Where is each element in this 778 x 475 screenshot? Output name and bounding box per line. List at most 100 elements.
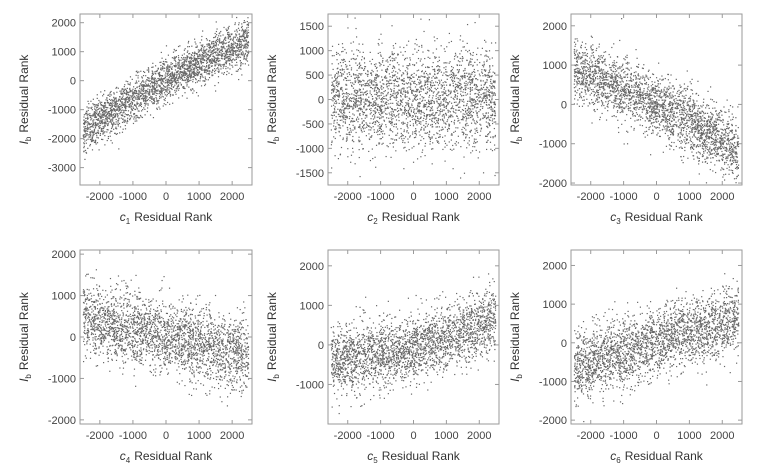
data-point (201, 67, 203, 69)
data-point (160, 88, 162, 90)
data-point (243, 34, 245, 36)
data-point (470, 152, 472, 154)
data-point (481, 97, 483, 99)
data-point (448, 41, 450, 44)
data-point (137, 96, 140, 98)
data-point (235, 29, 238, 31)
data-point (247, 43, 249, 45)
data-point (476, 129, 478, 131)
data-point (341, 86, 343, 89)
data-point (385, 155, 387, 158)
data-point (427, 78, 430, 80)
data-point (214, 62, 216, 64)
data-point (206, 39, 208, 41)
data-point (196, 46, 198, 48)
data-point (109, 121, 111, 123)
data-point (464, 111, 467, 113)
data-point (197, 54, 199, 56)
data-point (492, 86, 494, 88)
data-point (422, 149, 424, 151)
data-point (160, 87, 162, 89)
data-point (400, 90, 402, 93)
data-point (212, 52, 214, 55)
data-point (222, 64, 225, 66)
data-point (238, 46, 241, 48)
data-point (201, 54, 203, 56)
data-point (110, 99, 112, 102)
data-point (484, 95, 486, 97)
data-point (379, 107, 381, 109)
data-point (464, 124, 467, 126)
data-point (222, 46, 224, 48)
data-point (371, 98, 374, 100)
data-point (216, 58, 218, 60)
data-point (402, 123, 404, 125)
data-point (116, 114, 119, 116)
data-point (351, 50, 353, 52)
data-point (177, 62, 179, 64)
data-point (431, 136, 433, 138)
data-point (241, 44, 243, 46)
data-point (105, 99, 107, 101)
data-point (458, 98, 461, 100)
data-point (226, 29, 229, 31)
data-point (121, 98, 123, 100)
data-point (494, 87, 496, 89)
data-point (159, 85, 161, 87)
data-point (247, 29, 249, 31)
data-point (186, 60, 188, 62)
data-point (184, 67, 186, 70)
data-point (453, 98, 455, 101)
data-point (467, 106, 470, 108)
data-point (332, 83, 334, 85)
data-point (216, 68, 218, 70)
data-point (126, 101, 129, 104)
data-point (437, 87, 439, 89)
data-point (462, 91, 464, 93)
data-point (133, 113, 135, 116)
data-point (350, 84, 353, 86)
data-point (111, 109, 113, 112)
data-point (86, 111, 88, 113)
data-point (187, 76, 189, 79)
data-point (491, 75, 493, 77)
data-point (468, 140, 470, 142)
data-point (416, 84, 418, 86)
data-point (490, 108, 492, 111)
data-point (355, 95, 358, 98)
data-point (158, 78, 161, 81)
data-point (388, 121, 390, 123)
data-point (89, 126, 91, 128)
data-point (189, 56, 191, 58)
data-point (169, 75, 171, 77)
data-point (486, 59, 488, 61)
data-point (170, 82, 173, 84)
data-point (99, 126, 101, 129)
data-point (153, 99, 155, 101)
data-point (372, 110, 374, 112)
data-point (242, 39, 244, 41)
data-point (198, 67, 201, 69)
data-point (125, 96, 127, 99)
data-point (441, 91, 443, 93)
data-point (109, 110, 111, 113)
data-point (213, 60, 215, 62)
data-point (206, 73, 208, 75)
data-point (86, 106, 88, 108)
data-point (385, 98, 388, 100)
data-point (189, 52, 191, 55)
data-point (335, 79, 337, 81)
data-point (417, 110, 420, 112)
data-point (464, 75, 466, 77)
data-point (227, 32, 229, 34)
data-point (199, 53, 201, 56)
data-point (84, 121, 86, 123)
data-point (443, 48, 445, 50)
data-point (482, 75, 484, 77)
data-point (374, 87, 376, 89)
data-point (374, 86, 376, 89)
data-point (339, 125, 341, 127)
data-point (239, 60, 241, 62)
data-point (87, 130, 89, 132)
